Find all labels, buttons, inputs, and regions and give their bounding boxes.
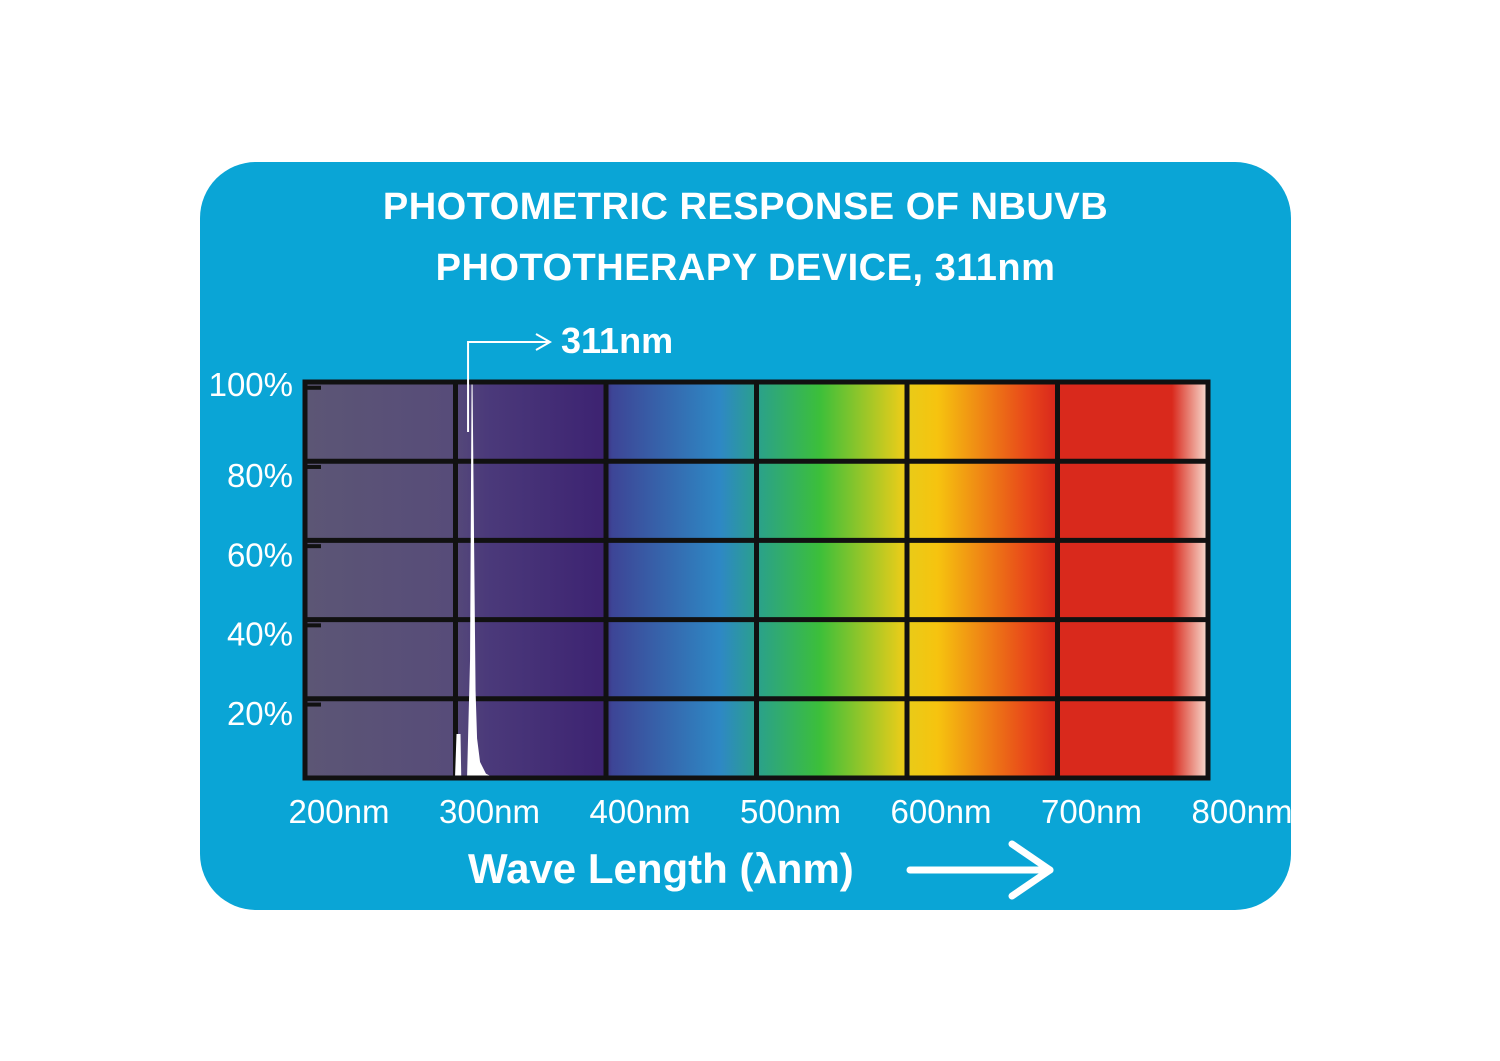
- y-tick-label: 40%: [227, 616, 293, 653]
- x-tick-labels: 200nm 300nm 400nm 500nm 600nm 700nm 800nm: [289, 793, 1293, 830]
- x-tick-label: 700nm: [1041, 793, 1142, 830]
- peak-annotation-arrowhead: [535, 333, 553, 351]
- peak-annotation-line: [467, 341, 548, 432]
- x-tick-label: 300nm: [439, 793, 540, 830]
- x-tick-label: 500nm: [740, 793, 841, 830]
- chart-title-line2: PHOTOTHERAPY DEVICE, 311nm: [435, 247, 1056, 289]
- chart-title-line1: PHOTOMETRIC RESPONSE OF NBUVB: [382, 186, 1109, 228]
- y-tick-label: 60%: [227, 536, 293, 573]
- x-axis-label: Wave Length (λnm): [468, 845, 854, 892]
- y-tick-labels: 100% 80% 60% 40% 20%: [209, 366, 293, 732]
- x-tick-label: 800nm: [1192, 793, 1293, 830]
- x-axis-arrow-icon: [906, 840, 1054, 900]
- plot-border: [302, 379, 1211, 781]
- peak-annotation-label: 311nm: [561, 320, 673, 361]
- x-tick-label: 200nm: [289, 793, 390, 830]
- y-tick-marks: [305, 385, 321, 707]
- x-tick-label: 600nm: [891, 793, 992, 830]
- x-tick-label: 400nm: [590, 793, 691, 830]
- peak-annotation: 311nm: [467, 320, 673, 432]
- y-tick-label: 80%: [227, 457, 293, 494]
- y-tick-label: 20%: [227, 695, 293, 732]
- y-tick-label: 100%: [209, 366, 293, 403]
